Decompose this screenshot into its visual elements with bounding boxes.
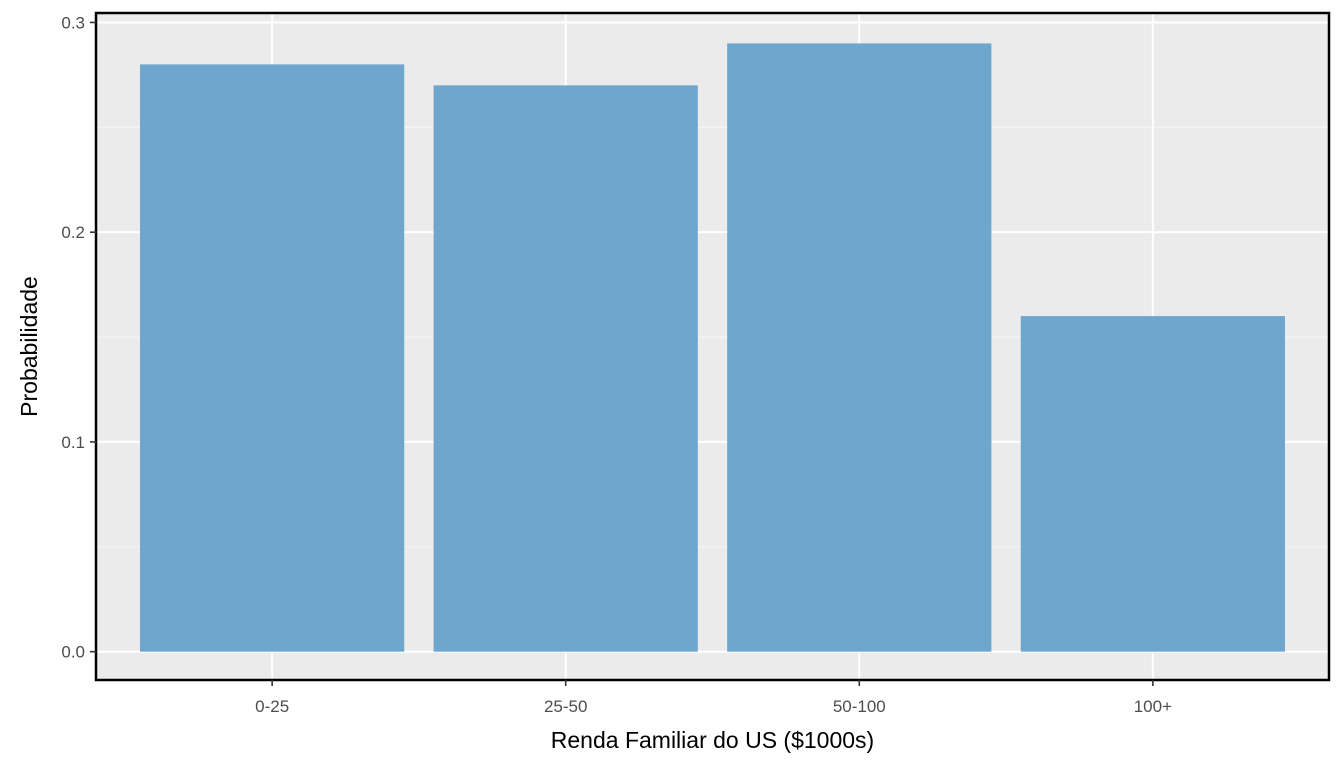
bars (140, 43, 1285, 652)
x-tick-label: 100+ (1134, 697, 1172, 716)
x-tick-label: 0-25 (255, 697, 289, 716)
x-axis-title: Renda Familiar do US ($1000s) (551, 727, 874, 753)
x-tick-label: 50-100 (833, 697, 886, 716)
y-axis-title: Probabilidade (16, 276, 42, 417)
y-tick-label: 0.2 (61, 223, 85, 242)
bar (140, 64, 405, 652)
y-tick-label: 0.0 (61, 643, 85, 662)
y-axis: 0.0 0.1 0.2 0.3 (61, 13, 96, 662)
bar (1020, 316, 1285, 652)
x-axis: 0-25 25-50 50-100 100+ (255, 680, 1172, 716)
x-tick-label: 25-50 (544, 697, 587, 716)
plot-panel-border (94, 11, 1331, 682)
y-tick-label: 0.3 (61, 13, 85, 32)
bar (433, 85, 698, 652)
y-tick-label: 0.1 (61, 433, 85, 452)
bar (727, 43, 992, 652)
